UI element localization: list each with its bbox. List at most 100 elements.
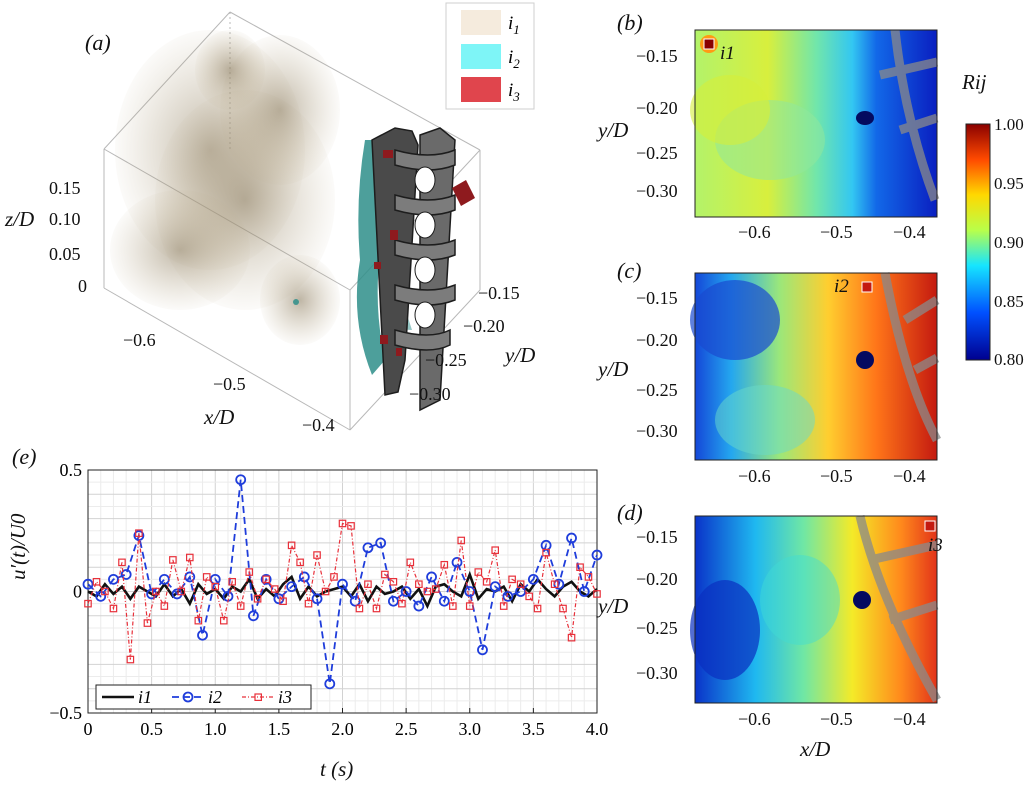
- map-c-x-tick: −0.5: [820, 466, 853, 486]
- point-i2: [171, 588, 183, 600]
- isosurface-i1: [110, 30, 340, 345]
- point-i3: [381, 570, 389, 579]
- y-tick-label: 0: [73, 582, 82, 602]
- map-b: [690, 29, 940, 218]
- probe-label-b: i1: [720, 43, 735, 64]
- point-i3: [84, 599, 92, 608]
- point-i3: [525, 592, 533, 601]
- point-i3: [228, 577, 236, 586]
- a-y-tick: −0.20: [463, 316, 505, 336]
- point-i2: [375, 537, 387, 549]
- y-tick-label: 0.5: [60, 460, 83, 480]
- map-c-y-tick: −0.15: [636, 288, 678, 308]
- a-x-tick: −0.5: [213, 374, 246, 394]
- point-i2: [400, 586, 412, 597]
- x-tick-label: 2.5: [395, 719, 418, 739]
- x-tick-label: 2.0: [331, 719, 354, 739]
- map-d-x-tick: −0.5: [820, 709, 853, 729]
- point-i3: [389, 577, 398, 586]
- point-i3: [236, 602, 245, 610]
- map-b-x-tick: −0.6: [738, 222, 771, 242]
- point-i2: [362, 542, 374, 554]
- point-i3: [304, 599, 313, 608]
- point-i3: [465, 602, 474, 610]
- a-y-tick: −0.15: [478, 283, 520, 303]
- point-i2: [489, 581, 501, 593]
- map-c: [690, 272, 941, 461]
- maps-x-label: x/D: [800, 737, 831, 761]
- point-i3: [186, 553, 194, 562]
- map-d-y-tick: −0.30: [636, 663, 678, 683]
- point-i3: [550, 580, 559, 589]
- map-b-y-tick: −0.30: [636, 181, 678, 201]
- point-i3: [296, 558, 304, 567]
- point-i3: [202, 573, 211, 581]
- point-i2: [591, 549, 603, 561]
- point-i3: [423, 587, 432, 596]
- lattice-structure: [371, 127, 456, 412]
- a-x-tick: −0.6: [123, 330, 156, 350]
- point-i3: [245, 568, 254, 576]
- point-i3: [330, 573, 338, 581]
- point-i3: [338, 519, 347, 528]
- point-i2: [120, 569, 132, 580]
- map-d-y-tick: −0.15: [636, 527, 678, 547]
- panel-a-3d-view: i1 i2 i3: [103, 2, 535, 431]
- legend-a: i1 i2 i3: [445, 2, 535, 110]
- legend-marker-i3: [254, 693, 263, 702]
- map-d-y-tick: −0.20: [636, 569, 678, 589]
- x-tick-label: 4.0: [586, 719, 609, 739]
- legend-label-i1: i1: [508, 13, 520, 37]
- a-z-tick: 0.15: [49, 178, 81, 198]
- series-line-i3: [87, 522, 598, 660]
- map-c-y-label: y/D: [598, 357, 629, 381]
- point-i3: [194, 616, 203, 625]
- e-x-axis-label: t (s): [320, 757, 354, 781]
- point-i2: [286, 581, 298, 593]
- a-x-axis-label: x/D: [204, 405, 235, 429]
- map-b-x-tick: −0.4: [893, 222, 926, 242]
- x-tick-label: 3.5: [522, 719, 545, 739]
- point-i3: [109, 604, 118, 613]
- point-i3: [279, 597, 287, 606]
- point-i3: [406, 558, 415, 567]
- map-c-y-tick: −0.20: [636, 330, 678, 350]
- point-i2: [133, 530, 145, 542]
- point-i2: [108, 573, 119, 585]
- legend-marker-i2: [182, 691, 194, 703]
- point-i3: [567, 633, 576, 642]
- map-d-x-tick: −0.6: [738, 709, 771, 729]
- a-z-tick: 0: [78, 276, 87, 296]
- chart-e: 0 0.5 1.0 1.5 2.0 2.5 3.0 3.5 4.00.50−0.5i1 i2 i3: [49, 460, 608, 739]
- point-i3: [313, 551, 321, 559]
- point-i3: [287, 541, 296, 550]
- point-i2: [349, 595, 361, 607]
- point-i3: [593, 590, 601, 598]
- point-i3: [576, 563, 584, 572]
- point-i3: [449, 602, 457, 610]
- x-tick-label: 0.5: [140, 719, 163, 739]
- point-i3: [508, 575, 516, 584]
- x-tick-label: 1.5: [268, 719, 291, 739]
- probe-label-d: i3: [928, 535, 943, 556]
- a-x-tick: −0.4: [302, 415, 335, 435]
- colorbar-tick: 1.00: [994, 115, 1024, 134]
- point-i2: [502, 590, 514, 602]
- x-tick-label: 3.0: [459, 719, 482, 739]
- point-i3: [516, 580, 525, 589]
- legend-swatch-i3: [461, 77, 501, 102]
- point-i2: [477, 644, 488, 656]
- colorbar-tick: 0.95: [994, 174, 1024, 193]
- a-y-tick: −0.25: [425, 350, 467, 370]
- legend-swatch-i1: [461, 10, 501, 35]
- point-i3: [559, 604, 567, 613]
- point-i3: [372, 604, 381, 613]
- point-i2: [197, 629, 208, 641]
- point-i2: [260, 573, 272, 585]
- point-i2: [311, 593, 323, 605]
- e-y-axis-label: u′(t)/U0: [6, 513, 30, 580]
- point-i2: [337, 578, 348, 590]
- point-i3: [364, 580, 372, 589]
- point-i2: [451, 556, 463, 568]
- map-b-x-tick: −0.5: [820, 222, 853, 242]
